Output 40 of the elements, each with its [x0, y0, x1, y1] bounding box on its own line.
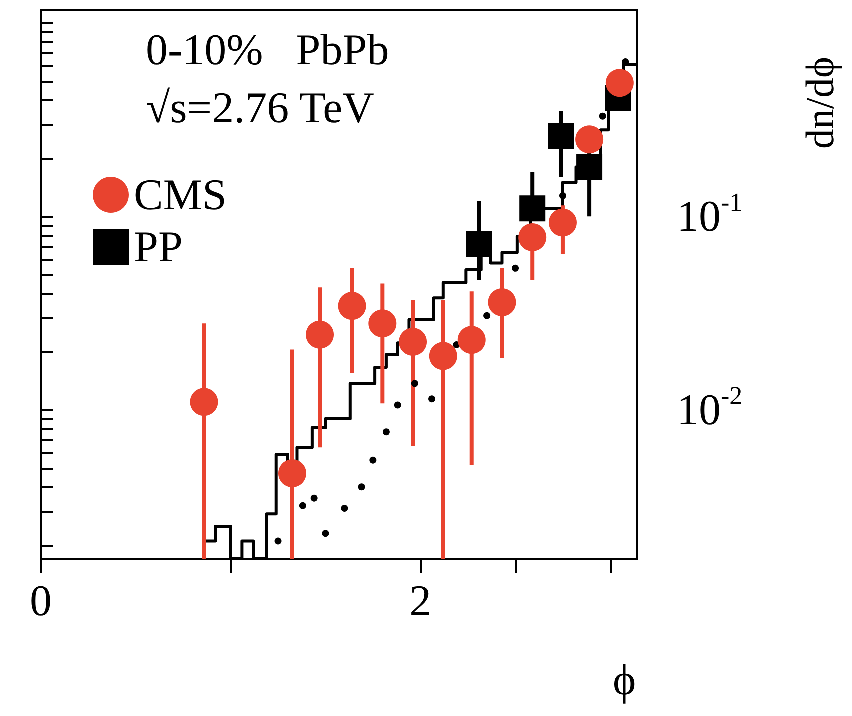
- point: [559, 192, 566, 200]
- point: [606, 69, 634, 98]
- point: [428, 396, 436, 403]
- legend-label: PP: [134, 222, 183, 272]
- legend-label: CMS: [134, 170, 227, 220]
- annotation: 0-10% PbPb: [146, 26, 390, 74]
- point: [548, 123, 574, 150]
- point: [368, 310, 397, 338]
- point: [190, 388, 218, 416]
- point: [458, 326, 486, 354]
- x-axis-title: ϕ: [613, 656, 636, 704]
- point: [599, 112, 606, 120]
- point: [338, 292, 366, 320]
- point: [370, 456, 377, 464]
- point: [394, 402, 402, 409]
- point: [274, 538, 282, 545]
- point: [576, 154, 603, 180]
- point: [382, 428, 390, 436]
- point: [518, 224, 547, 252]
- point: [306, 320, 334, 349]
- x-tick-label: 2: [410, 576, 432, 626]
- point: [322, 530, 330, 538]
- point: [549, 208, 577, 237]
- point: [488, 288, 516, 316]
- point: [466, 231, 492, 258]
- y-axis-title: dn/dϕ: [798, 56, 842, 150]
- point: [299, 502, 306, 510]
- annotation: √s=2.76 TeV: [146, 84, 375, 132]
- point: [576, 126, 604, 154]
- point: [399, 328, 428, 356]
- x-tick-label: 0: [30, 576, 52, 626]
- point: [278, 460, 306, 488]
- point: [429, 342, 458, 370]
- point: [512, 264, 520, 272]
- point: [358, 484, 366, 491]
- point: [310, 494, 318, 502]
- point: [341, 505, 348, 512]
- point: [411, 380, 418, 388]
- point: [484, 312, 491, 320]
- point: [520, 196, 546, 222]
